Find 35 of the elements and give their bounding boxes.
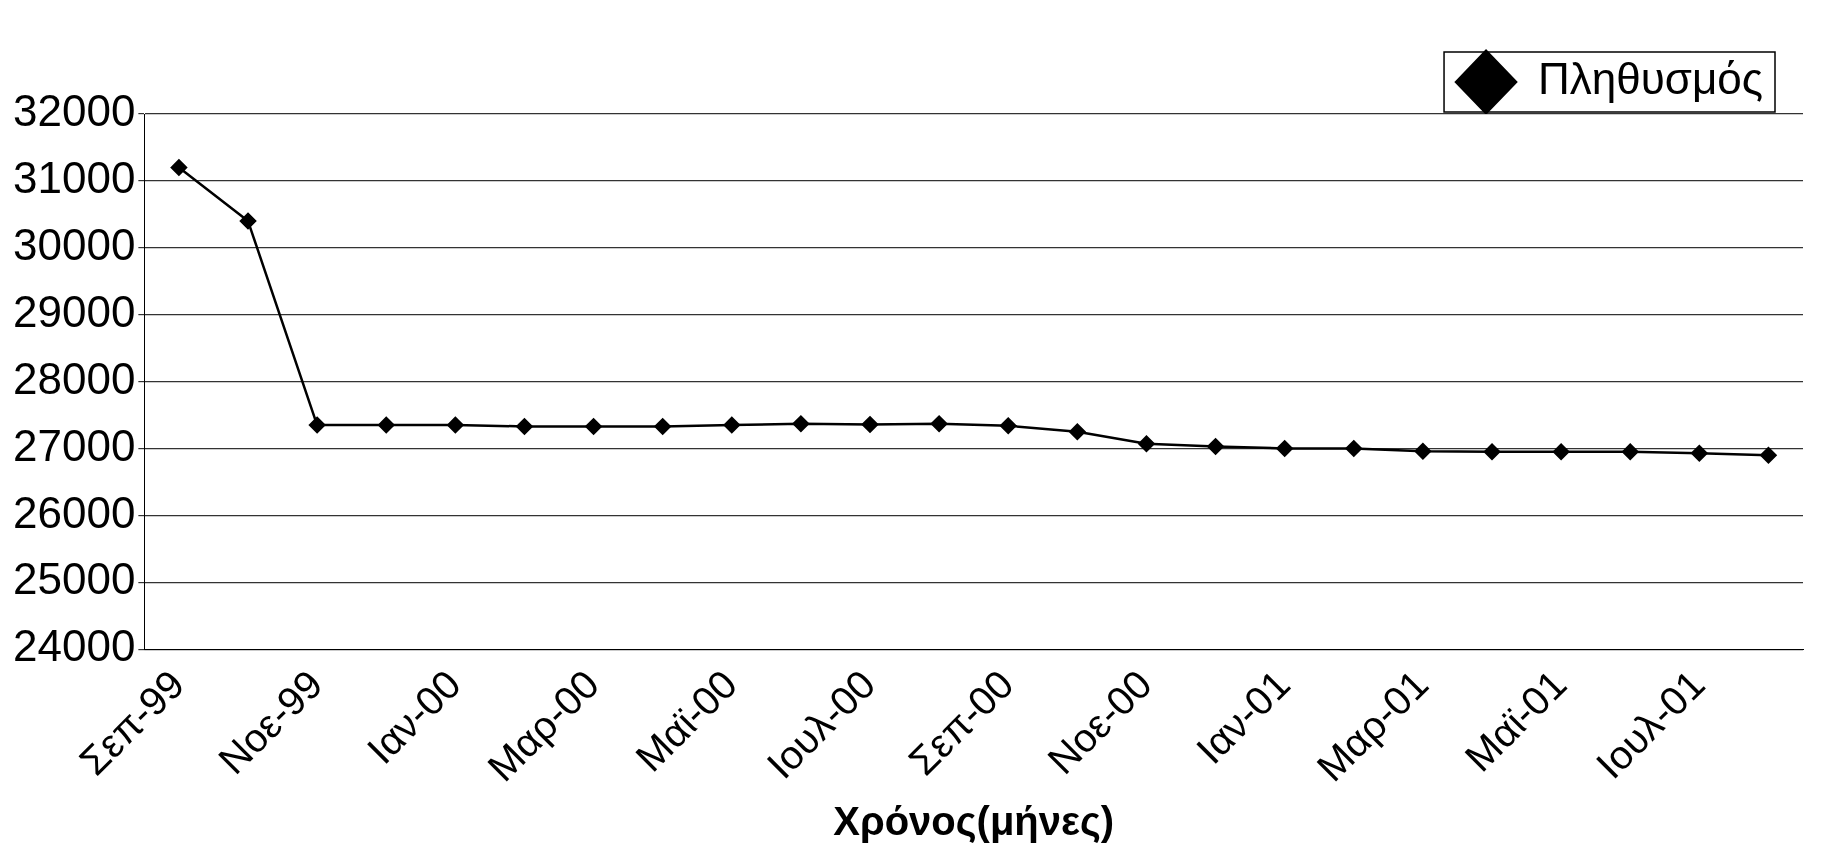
point [1138,435,1155,453]
point [723,416,741,434]
point [1207,438,1224,455]
y-tick-label: 27000 [12,420,136,470]
point [930,415,948,432]
point [585,418,602,435]
point [1691,444,1708,462]
point [654,418,671,435]
point [1552,443,1570,461]
y-tick-label: 32000 [12,86,136,136]
y-tick-label: 24000 [12,621,136,671]
y-tick-label: 25000 [12,554,136,604]
y-tick-label: 28000 [12,353,136,403]
point [792,415,810,432]
point [1345,440,1363,457]
point [1276,440,1293,457]
y-tick-label: 26000 [12,487,136,537]
point [999,417,1017,434]
point [170,159,188,176]
point [239,212,257,230]
point [1483,443,1501,461]
point [308,416,326,434]
point [1621,443,1639,461]
point [377,416,395,434]
point [1069,423,1086,441]
y-tick-label: 31000 [12,153,136,203]
legend-label: Πληθυσμός [1538,54,1764,104]
point [1414,442,1432,460]
point [447,416,464,434]
y-tick-label: 29000 [12,286,136,336]
point [861,416,879,433]
point [1760,446,1777,464]
point [516,418,533,435]
y-tick-label: 30000 [12,219,136,269]
x-axis-title: Χρόνος(μήνες) [833,799,1115,845]
